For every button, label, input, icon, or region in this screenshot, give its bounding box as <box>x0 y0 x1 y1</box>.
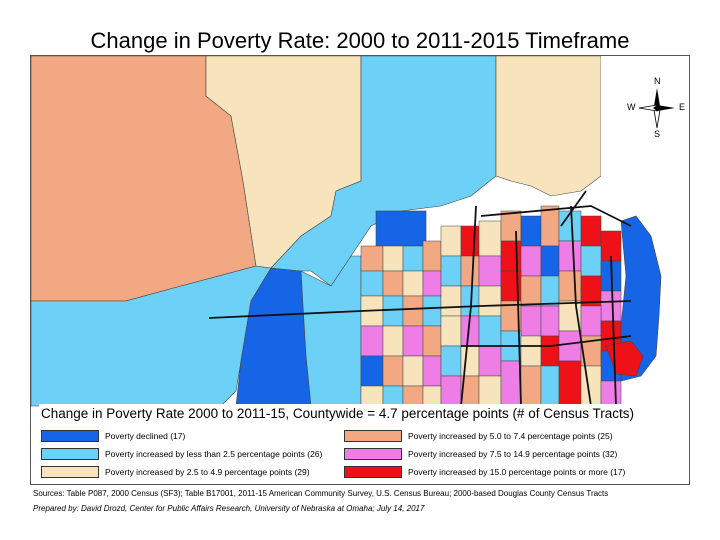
credit-note: Prepared by: David Drozd, Center for Pub… <box>33 504 425 513</box>
legend-item-7-5-to-14-9: Poverty increased by 7.5 to 14.9 percent… <box>344 447 617 461</box>
legend-title: Change in Poverty Rate 2000 to 2011-15, … <box>41 406 634 421</box>
tract-blue-block <box>375 210 427 247</box>
tract-northeast-beige <box>495 56 602 197</box>
map-legend: Change in Poverty Rate 2000 to 2011-15, … <box>39 404 683 482</box>
legend-swatch <box>344 448 402 460</box>
sources-note: Sources: Table P087, 2000 Census (SF3); … <box>33 489 609 498</box>
legend-swatch <box>344 466 402 478</box>
legend-item-15-plus: Poverty increased by 15.0 percentage poi… <box>344 465 625 479</box>
compass-e: E <box>679 102 686 112</box>
legend-item-under-2-5: Poverty increased by less than 2.5 perce… <box>41 447 322 461</box>
compass-s: S <box>654 129 661 139</box>
roads <box>208 190 632 407</box>
compass-rose: N S W E <box>627 76 687 140</box>
legend-swatch <box>41 448 99 460</box>
legend-item-5-to-7-4: Poverty increased by 5.0 to 7.4 percenta… <box>344 429 613 443</box>
legend-swatch <box>344 430 402 442</box>
map-frame: N S W E Change in Poverty Rate 2000 to 2… <box>30 55 690 485</box>
legend-label: Poverty declined (17) <box>105 431 186 441</box>
census-tract-map <box>31 56 689 407</box>
map-title: Change in Poverty Rate: 2000 to 2011-201… <box>90 28 630 53</box>
compass-n: N <box>654 76 661 86</box>
legend-label: Poverty increased by 15.0 percentage poi… <box>408 467 626 477</box>
tract-east-blue <box>620 215 662 382</box>
urban-tracts <box>360 205 622 407</box>
legend-label: Poverty increased by 7.5 to 14.9 percent… <box>408 449 618 459</box>
compass-icon <box>638 88 675 129</box>
legend-item-2-5-to-4-9: Poverty increased by 2.5 to 4.9 percenta… <box>41 465 310 479</box>
legend-label: Poverty increased by 2.5 to 4.9 percenta… <box>105 467 310 477</box>
legend-item-declined: Poverty declined (17) <box>41 429 185 443</box>
compass-w: W <box>627 102 636 112</box>
legend-swatch <box>41 466 99 478</box>
legend-label: Poverty increased by less than 2.5 perce… <box>105 449 323 459</box>
legend-label: Poverty increased by 5.0 to 7.4 percenta… <box>408 431 613 441</box>
legend-swatch <box>41 430 99 442</box>
